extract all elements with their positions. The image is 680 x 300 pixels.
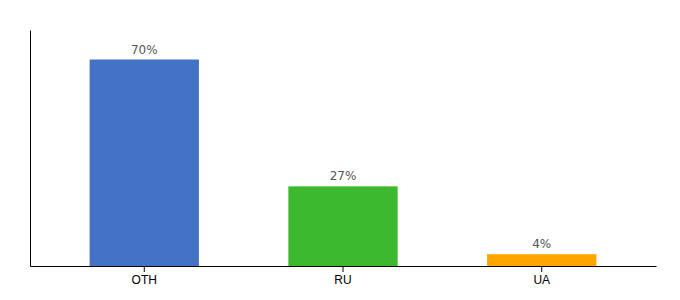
x-axis: OTH RU UA xyxy=(31,266,657,287)
x-tick: OTH xyxy=(132,266,157,287)
bar xyxy=(288,186,397,266)
y-axis xyxy=(30,31,31,267)
x-tick-label: RU xyxy=(334,273,351,287)
bars xyxy=(90,60,597,267)
x-tick-label: UA xyxy=(533,273,550,287)
data-label: 70% xyxy=(131,43,158,57)
bar xyxy=(487,254,596,266)
bar xyxy=(90,60,199,267)
x-tick-mark xyxy=(144,266,145,272)
x-tick: RU xyxy=(334,266,351,287)
x-tick-label: OTH xyxy=(132,273,157,287)
plot: OTH RU UA 70% 27% 4% xyxy=(31,31,657,287)
x-tick: UA xyxy=(533,266,550,287)
data-label: 4% xyxy=(532,237,551,251)
chart: OTH RU UA 70% 27% 4% xyxy=(0,0,680,300)
data-labels: 70% 27% 4% xyxy=(131,43,551,252)
x-tick-mark xyxy=(343,266,344,272)
data-label: 27% xyxy=(330,169,357,183)
y-axis-line xyxy=(30,31,31,267)
x-tick-mark xyxy=(541,266,542,272)
